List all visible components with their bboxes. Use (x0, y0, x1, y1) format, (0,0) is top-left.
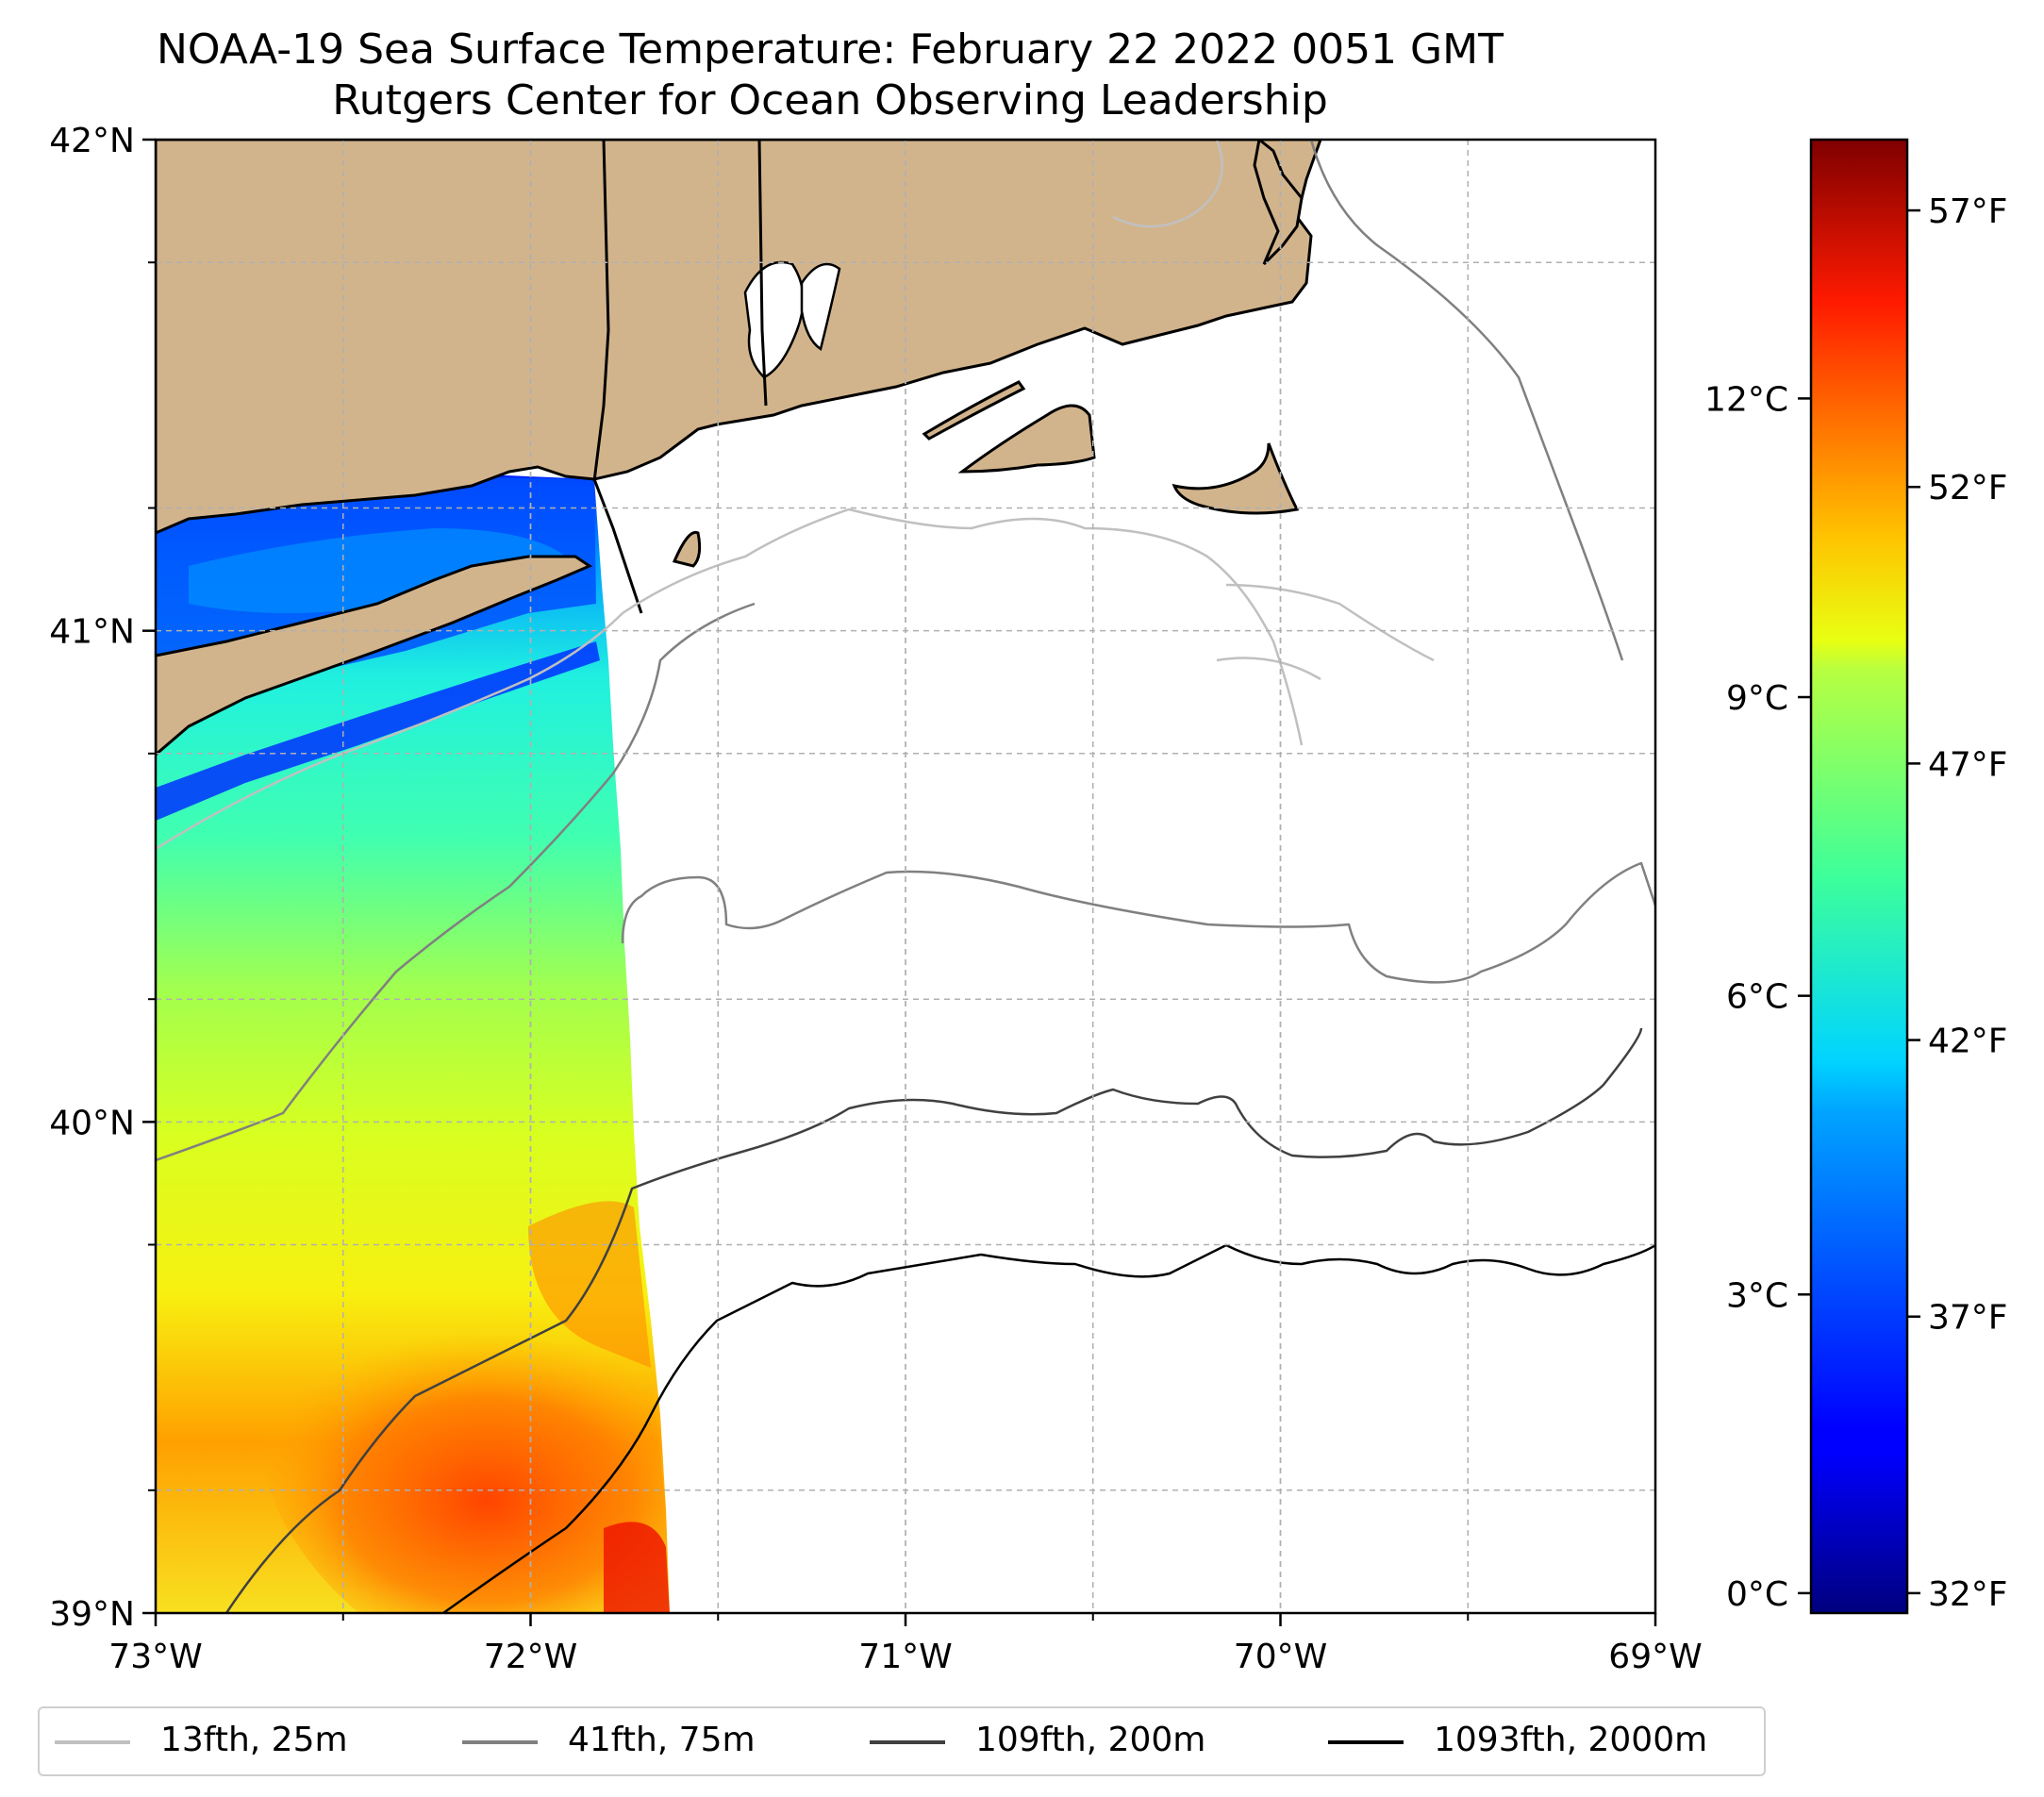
legend-label-75m: 41fth, 75m (568, 1721, 756, 1759)
elizabeth-islands (922, 380, 1026, 441)
legend-swatch-2000m (1328, 1740, 1404, 1744)
figure-subtitle: Rutgers Center for Ocean Observing Leade… (332, 76, 1328, 125)
legend-item-2000m: 1093fth, 2000m (1328, 1708, 1753, 1774)
state-borders (592, 140, 768, 614)
lat-tick-label: 42°N (49, 122, 135, 160)
lat-tick-label: 40°N (49, 1104, 135, 1142)
lon-tick-label: 69°W (1608, 1638, 1702, 1676)
long-island (156, 555, 593, 757)
legend-swatch-75m (462, 1740, 538, 1744)
celsius-tick-label: 3°C (1726, 1276, 1788, 1315)
legend-swatch-200m (870, 1740, 945, 1744)
contour-2000m (442, 1243, 1655, 1613)
legend-label-2000m: 1093fth, 2000m (1434, 1721, 1708, 1759)
fahrenheit-tick-label: 32°F (1928, 1575, 2008, 1614)
legend-label-25m: 13fth, 25m (160, 1721, 348, 1759)
lat-tick-label: 41°N (49, 613, 135, 652)
marthas-vineyard (957, 404, 1096, 474)
legend-item-200m: 109fth, 200m (870, 1708, 1294, 1774)
contour-25m-banks (1112, 140, 1435, 681)
legend-item-25m: 13fth, 25m (55, 1708, 432, 1774)
lon-tick-label: 70°W (1234, 1638, 1327, 1676)
fahrenheit-tick-label: 37°F (1928, 1299, 2008, 1338)
legend-label-200m: 109fth, 200m (975, 1721, 1206, 1759)
cape-cod-tip (1253, 140, 1304, 266)
contour-legend: 13fth, 25m 41fth, 75m 109fth, 200m 1093f… (38, 1706, 1766, 1776)
contour-25m (156, 507, 1304, 851)
mainland-new-england (156, 140, 1322, 535)
figure-title: NOAA-19 Sea Surface Temperature: Februar… (157, 25, 1504, 74)
nantucket (1172, 442, 1300, 515)
celsius-tick-label: 0°C (1726, 1575, 1788, 1614)
fahrenheit-tick-label: 42°F (1928, 1023, 2008, 1061)
legend-swatch-25m (55, 1740, 130, 1744)
bathymetry-contours (156, 140, 1655, 1613)
fahrenheit-tick-label: 47°F (1928, 745, 2008, 784)
contour-75m (156, 140, 1655, 1162)
lon-tick-label: 72°W (484, 1638, 577, 1676)
colorbar-ticks: 0°C 3°C 6°C 9°C 12°C 32°F 37°F 42°F 47°F 52°F 57°F (1704, 192, 2007, 1614)
contour-200m (224, 1027, 1643, 1613)
block-island (672, 530, 702, 568)
land-areas (156, 140, 1322, 757)
legend-item-75m: 41fth, 75m (462, 1708, 839, 1774)
fahrenheit-tick-label: 52°F (1928, 469, 2008, 507)
lon-tick-label: 71°W (858, 1638, 952, 1676)
lat-tick-label: 39°N (49, 1595, 135, 1634)
fahrenheit-tick-label: 57°F (1928, 192, 2008, 231)
celsius-tick-label: 6°C (1726, 978, 1788, 1017)
lon-tick-label: 73°W (108, 1638, 202, 1676)
major-gridlines (156, 140, 1655, 1613)
celsius-tick-label: 9°C (1726, 679, 1788, 718)
celsius-tick-label: 12°C (1704, 380, 1788, 419)
colorbar (1809, 138, 1909, 1615)
inland-water (743, 260, 841, 379)
axis-ticks: 73°W 72°W 71°W 70°W 69°W 39°N 40°N 41°N 42°N (49, 122, 1702, 1676)
